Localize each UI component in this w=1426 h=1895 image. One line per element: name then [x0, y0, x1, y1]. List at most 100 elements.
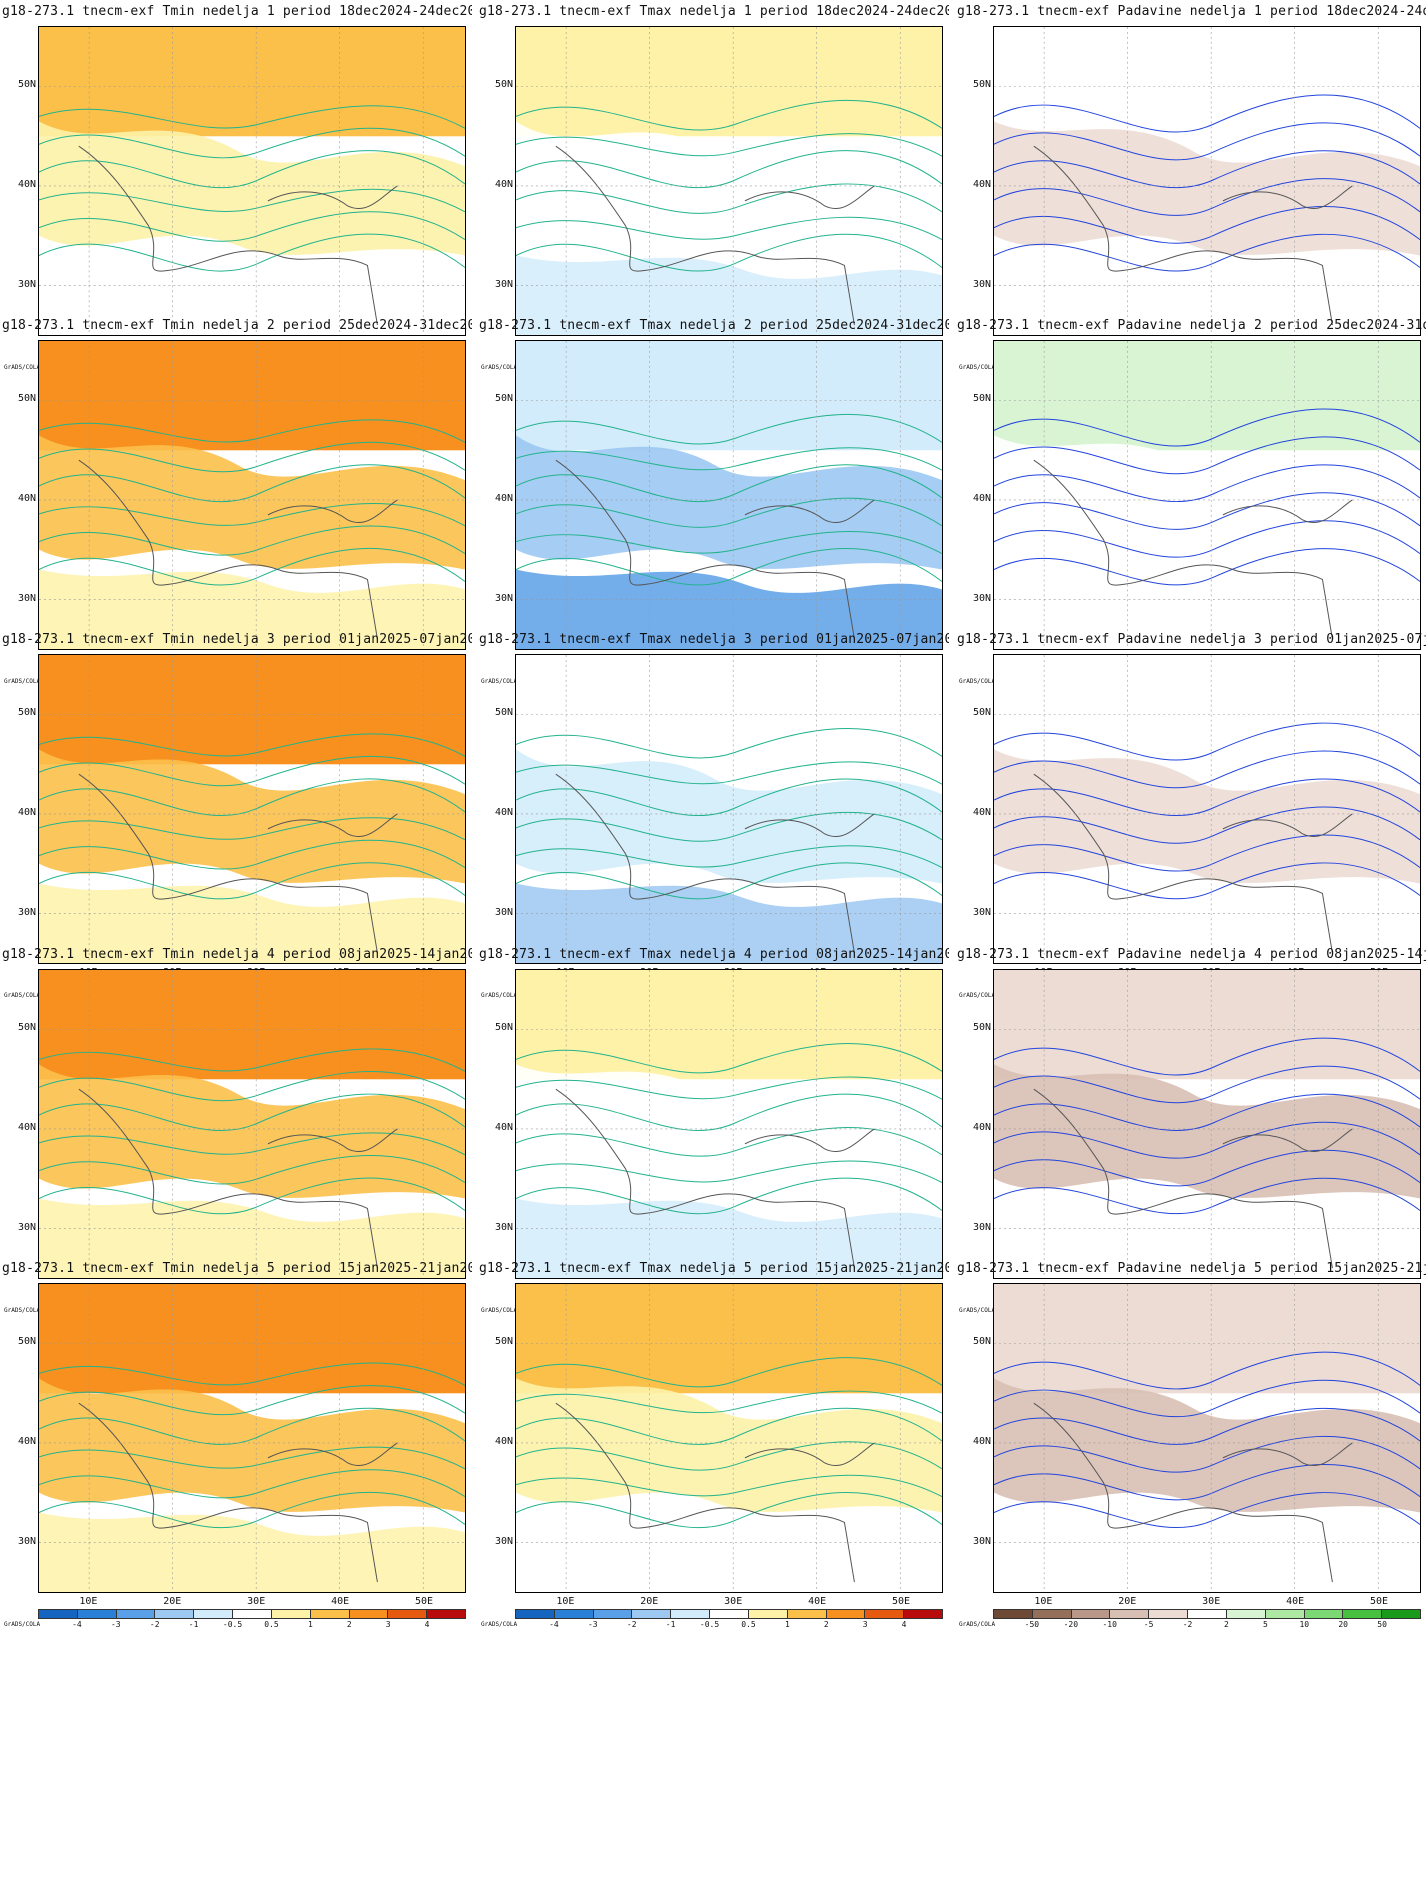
shaded-field [516, 655, 942, 765]
contour-line [516, 778, 942, 817]
map-area [38, 654, 466, 964]
contour-line [516, 464, 942, 503]
contour-line [994, 1037, 1420, 1076]
shaded-field [516, 883, 942, 963]
map-area [38, 26, 466, 336]
contour-line [39, 1155, 465, 1185]
lat-label: 40N [972, 1122, 991, 1133]
coastline [555, 145, 875, 326]
contour-line [39, 1385, 465, 1416]
map-area [993, 654, 1421, 964]
contour-line [516, 1407, 942, 1445]
lat-label: 30N [972, 1222, 991, 1233]
contour-line [39, 1071, 465, 1102]
panel-title: g18-273.1 tnecm-exf Tmin nedelja 5 perio… [2, 1261, 472, 1276]
contour-line [516, 728, 942, 759]
contour-line [994, 1121, 1420, 1159]
contour-line [516, 845, 942, 869]
coastline [555, 1088, 875, 1269]
contour-line [39, 127, 465, 159]
lat-label: 50N [494, 79, 513, 90]
color-bar-label: -1 [188, 1620, 199, 1629]
map-area [515, 26, 943, 336]
panel-title: g18-273.1 tnecm-exf Tmax nedelja 3 perio… [479, 632, 949, 647]
map-panel: g18-273.1 tnecm-exf Tmax nedelja 4 perio… [479, 943, 949, 1322]
map-area [38, 1283, 466, 1593]
contour-line [994, 150, 1420, 189]
color-bar-label: 1 [307, 1620, 313, 1629]
coastline [555, 773, 875, 954]
contour-line [994, 1177, 1420, 1215]
shaded-field [516, 569, 942, 649]
shaded-field [39, 27, 465, 137]
lon-label: 50E [415, 1596, 434, 1607]
shaded-field [516, 1198, 942, 1278]
lat-label: 50N [972, 707, 991, 718]
contour-line [994, 1351, 1420, 1390]
shaded-field [39, 1378, 465, 1513]
contour-line [39, 150, 465, 189]
lat-label: 40N [494, 807, 513, 818]
lat-label: 40N [17, 807, 36, 818]
contour-line [516, 862, 942, 900]
color-bar-swatch [1382, 1610, 1420, 1618]
lon-label: 20E [640, 1596, 659, 1607]
color-bar-label: 3 [862, 1620, 868, 1629]
lat-label: 40N [17, 1436, 36, 1447]
color-bar-swatch [271, 1610, 311, 1618]
contour-line [39, 464, 465, 503]
contour-line [39, 839, 465, 870]
lat-label: 50N [972, 79, 991, 90]
contour-line [994, 1407, 1420, 1445]
contour-line [994, 178, 1420, 216]
contour-line [516, 150, 942, 189]
lon-label: 20E [163, 1596, 182, 1607]
shaded-field [39, 655, 465, 765]
contour-line [39, 862, 465, 900]
contour-line [516, 1093, 942, 1131]
contour-line [39, 755, 465, 787]
coastline [555, 1402, 875, 1583]
shaded-field [516, 27, 942, 137]
map-svg [994, 341, 1420, 649]
color-bar-swatch [1110, 1610, 1150, 1618]
shaded-field [994, 1198, 1420, 1278]
grads-credit: GrADS/COLA [959, 992, 996, 999]
lat-label: 50N [972, 1336, 991, 1347]
contour-line [516, 447, 942, 471]
map-panel: g18-273.1 tnecm-exf Tmax nedelja 3 perio… [479, 628, 949, 1007]
contour-line [994, 464, 1420, 503]
contour-line [994, 1065, 1420, 1104]
color-bar-swatch [427, 1610, 465, 1618]
contour-line [39, 817, 465, 841]
map-area [38, 969, 466, 1279]
shaded-field [516, 1512, 942, 1592]
lat-label: 50N [17, 707, 36, 718]
shaded-field [39, 255, 465, 335]
map-panel: g18-273.1 tnecm-exf Padavine nedelja 3 p… [957, 628, 1426, 1007]
lon-label: 10E [79, 1596, 98, 1607]
color-bar-label: 0.5 [264, 1620, 279, 1629]
contour-line [994, 834, 1420, 872]
color-bar-label: 20 [1338, 1620, 1348, 1629]
shaded-field [994, 1378, 1420, 1513]
map-panel: g18-273.1 tnecm-exf Padavine nedelja 1 p… [957, 0, 1426, 379]
color-bar-swatch [1265, 1610, 1305, 1618]
contour-line [39, 1491, 465, 1529]
contour-line [994, 94, 1420, 133]
color-bar-swatch [388, 1610, 428, 1618]
lat-label: 30N [17, 1222, 36, 1233]
contour-line [516, 1076, 942, 1100]
color-bar-label: -4 [72, 1620, 82, 1629]
panel-title: g18-273.1 tnecm-exf Tmax nedelja 2 perio… [479, 318, 949, 333]
grads-credit: GrADS/COLA [481, 1621, 518, 1628]
lon-label: 30E [1202, 1596, 1221, 1607]
color-bar-swatch [77, 1610, 117, 1618]
color-bar-swatch [1226, 1610, 1266, 1618]
map-svg [516, 1284, 942, 1592]
shaded-field [516, 1378, 942, 1513]
lon-label: 50E [1370, 1596, 1389, 1607]
shaded-field [39, 435, 465, 570]
coastline [1033, 145, 1353, 326]
panel-title: g18-273.1 tnecm-exf Padavine nedelja 1 p… [957, 4, 1426, 19]
